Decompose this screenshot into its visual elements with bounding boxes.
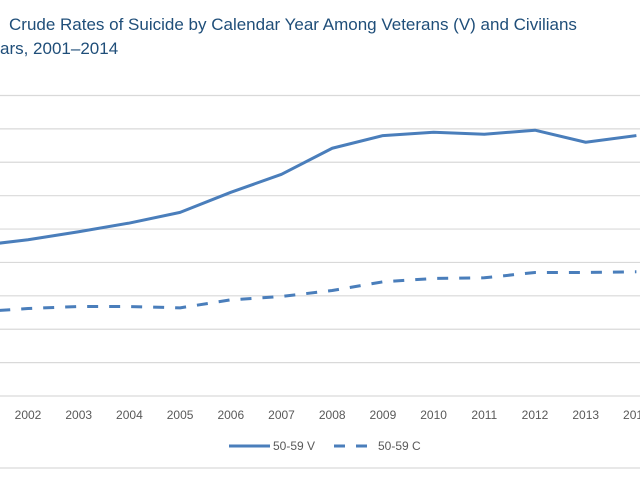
x-tick-label: 2008: [319, 408, 346, 422]
x-tick-label: 2009: [370, 408, 397, 422]
x-tick-label: 2012: [522, 408, 549, 422]
x-tick-label: 2013: [572, 408, 599, 422]
chart-title-line1: Crude Rates of Suicide by Calendar Year …: [9, 15, 577, 34]
series-line-c: [0, 270, 637, 312]
legend-label-c: 50-59 C: [378, 439, 421, 453]
x-tick-label: 2005: [167, 408, 194, 422]
legend-label-v: 50-59 V: [273, 439, 315, 453]
x-tick-label: 2003: [65, 408, 92, 422]
chart-title-line2: ars, 2001–2014: [0, 39, 119, 58]
x-tick-label: 2006: [217, 408, 244, 422]
x-tick-label: 2011: [471, 408, 497, 422]
x-tick-label: 2002: [15, 408, 42, 422]
series-line-v: [0, 128, 637, 245]
x-tick-label: 2010: [420, 408, 447, 422]
x-tick-label: 2004: [116, 408, 143, 422]
x-tick-label: 2014: [623, 408, 640, 422]
x-tick-label: 2007: [268, 408, 295, 422]
